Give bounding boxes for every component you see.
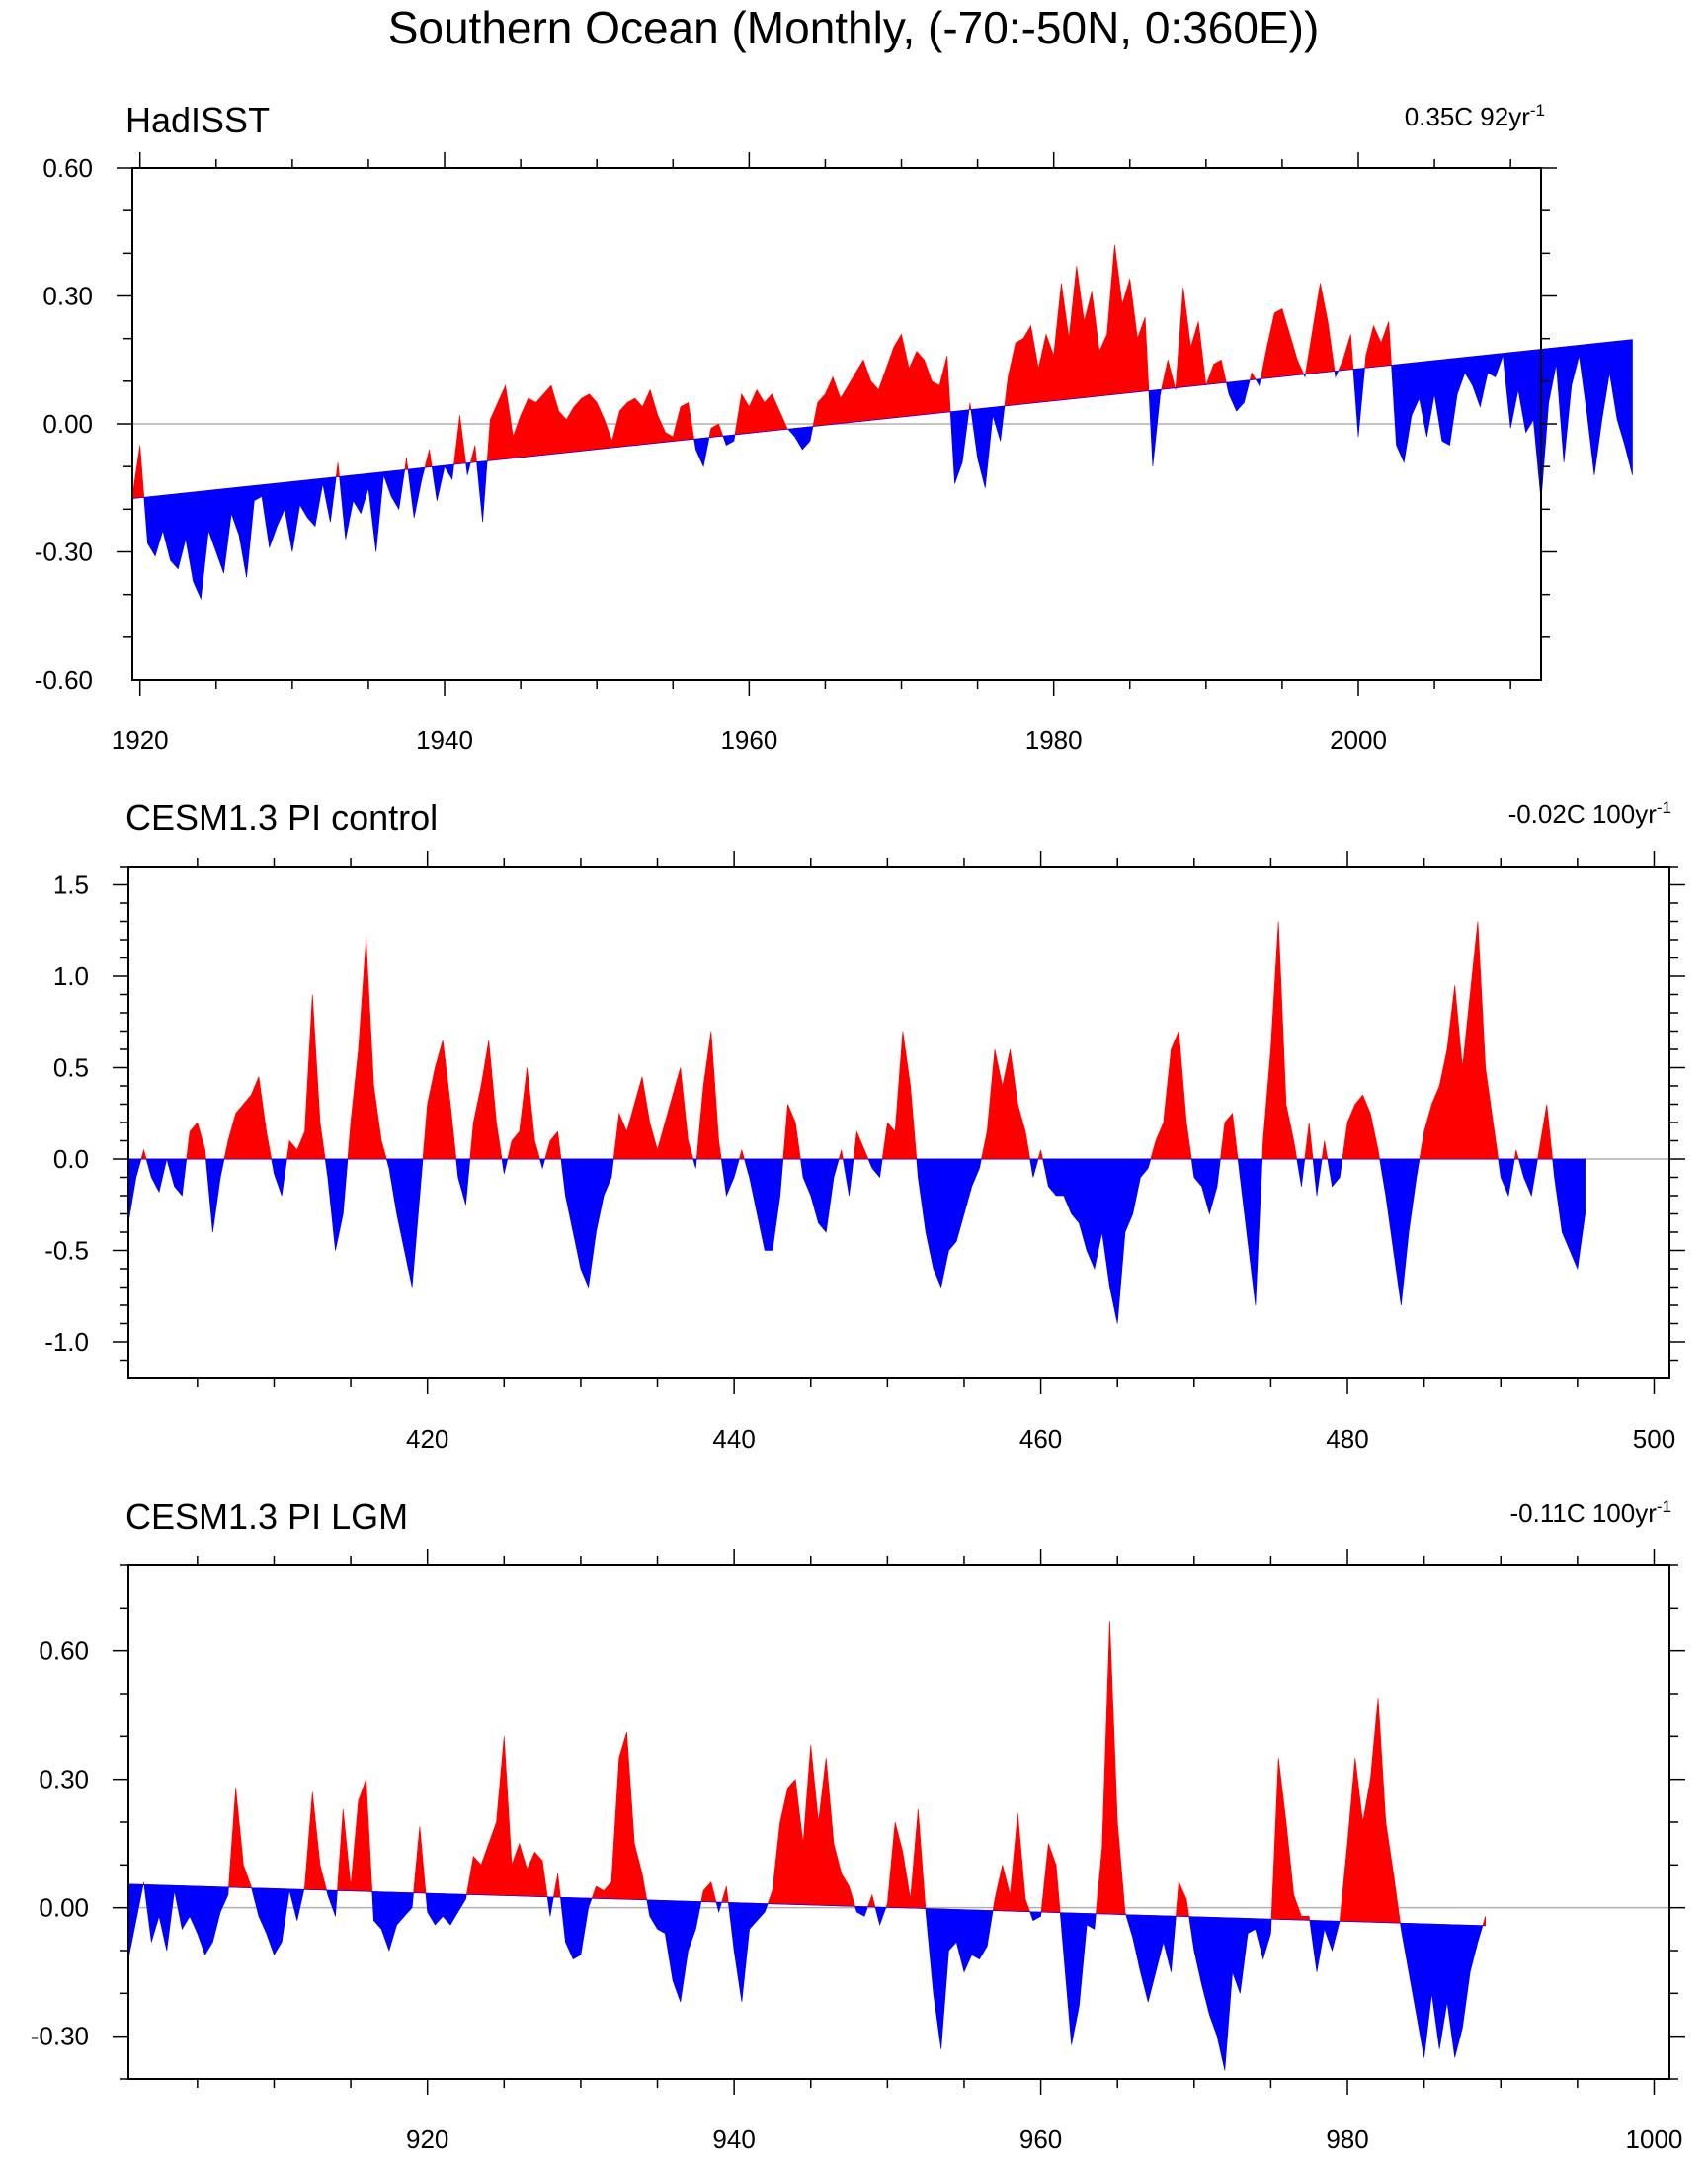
x-tick-label: 500 [1633,1424,1675,1454]
plot-area: -0.30 0.00 0.30 0.60 920 940 960 980 1000 [31,1549,1685,2154]
x-tick-label: 440 [712,1424,755,1454]
y-tick-label: -0.30 [31,2022,89,2051]
panel-title: HadISST [125,100,270,140]
x-tick-label: 420 [406,1424,448,1454]
y-tick-label: -0.30 [35,538,93,567]
trend-label: -0.02C 100yr-1 [1508,798,1671,829]
figure-title: Southern Ocean (Monthly, (-70:-50N, 0:36… [388,2,1320,53]
y-tick-label: 0.60 [42,153,93,183]
x-tick-label: 940 [712,2124,755,2154]
y-tick-label: 1.5 [53,871,89,900]
series-area-above [128,921,1586,1160]
y-tick-label: -0.5 [44,1236,89,1266]
panel-title: CESM1.3 PI control [125,797,438,838]
trend-label: 0.35C 92yr-1 [1405,101,1545,131]
y-tick-label: 1.0 [53,961,89,991]
x-tick-label: 980 [1326,2124,1368,2154]
x-tick-label: 1940 [416,725,473,755]
x-tick-label: 460 [1019,1424,1062,1454]
y-tick-label: 0.5 [53,1053,89,1083]
y-tick-label: 0.30 [42,282,93,311]
plot-area: -0.60 -0.30 0.00 0.30 0.60 1920 1940 1960 1980 20… [35,152,1633,755]
y-tick-label: -1.0 [44,1327,89,1357]
panel-pi-control: CESM1.3 PI control -0.02C 100yr-1 -1.0 -0… [44,797,1685,1454]
trend-label: -0.11C 100yr-1 [1510,1497,1672,1528]
series-area-below [127,1883,1486,2071]
series-area-below [131,339,1633,601]
x-tick-label: 1000 [1626,2124,1683,2154]
series-area-below [127,1158,1586,1324]
x-tick-label: 960 [1019,2124,1062,2154]
x-tick-label: 1980 [1025,725,1083,755]
y-tick-label: 0.00 [39,1893,89,1923]
panel-title: CESM1.3 PI LGM [125,1496,408,1537]
y-tick-label: 0.60 [39,1636,89,1666]
x-tick-label: 2000 [1330,725,1387,755]
x-tick-label: 920 [406,2124,448,2154]
y-tick-label: 0.30 [39,1765,89,1794]
x-tick-label: 480 [1326,1424,1368,1454]
panel-hadisst: HadISST 0.35C 92yr-1 -0.60 -0.30 0.00 0.30 0… [35,100,1633,755]
plot-area: -1.0 -0.5 0.0 0.5 1.0 1.5 420 440 460 480 500 [44,851,1685,1454]
x-tick-label: 1920 [112,725,169,755]
x-tick-label: 1960 [720,725,777,755]
y-tick-label: -0.60 [35,665,93,695]
series-area-above [127,1621,1487,1927]
y-tick-label: 0.00 [42,409,93,439]
panel-pi-lgm: CESM1.3 PI LGM -0.11C 100yr-1 -0.30 0.00 0… [31,1496,1685,2154]
y-tick-label: 0.0 [53,1144,89,1174]
